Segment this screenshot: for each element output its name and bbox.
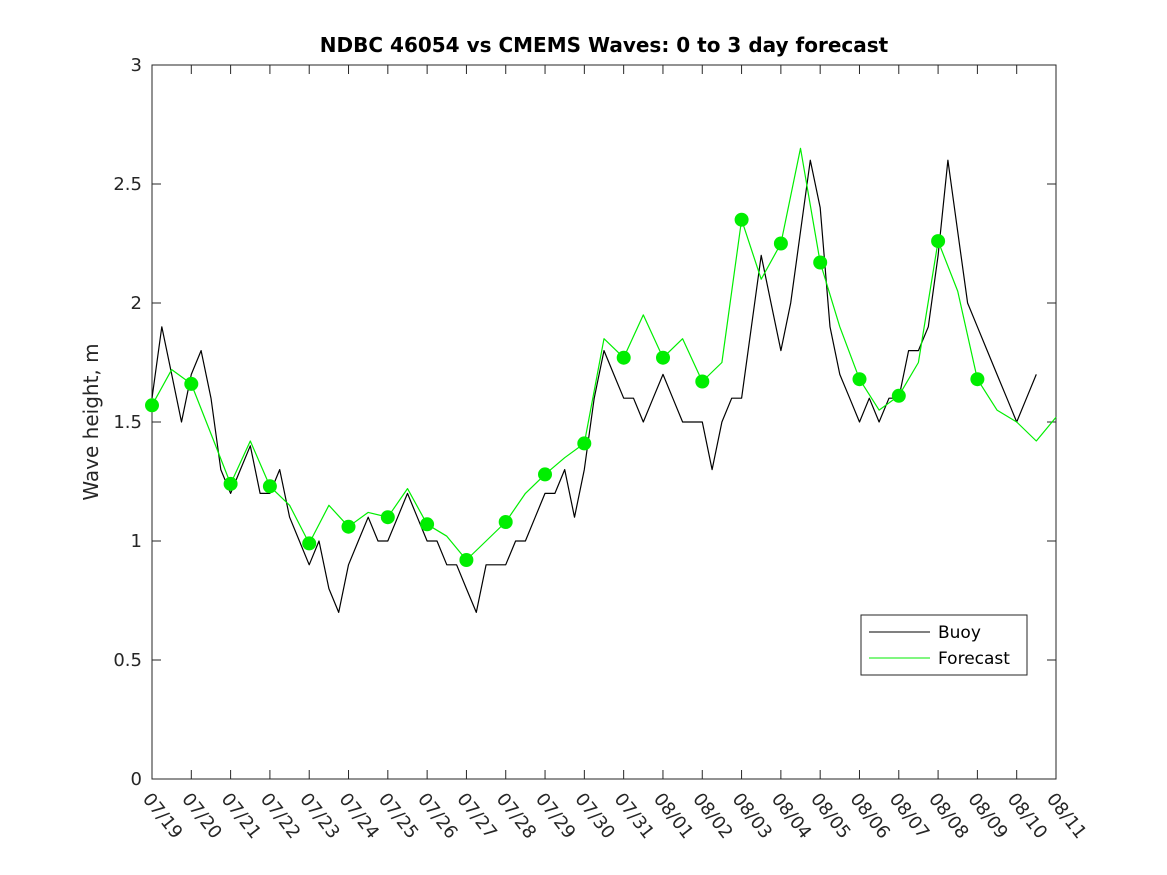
forecast-marker xyxy=(223,476,238,491)
chart-title: NDBC 46054 vs CMEMS Waves: 0 to 3 day fo… xyxy=(320,33,889,57)
forecast-marker xyxy=(184,376,199,391)
x-tick-label: 07/31 xyxy=(610,789,658,843)
y-tick-label: 0.5 xyxy=(113,650,142,671)
series-line-buoy xyxy=(151,159,1037,614)
legend-box xyxy=(860,614,1028,676)
legend-label-buoy: Buoy xyxy=(938,623,981,643)
x-tick-label: 08/03 xyxy=(728,789,776,843)
x-tick-label: 08/02 xyxy=(688,789,736,843)
series-layer xyxy=(151,147,1057,614)
forecast-marker xyxy=(852,372,867,387)
forecast-marker xyxy=(262,479,277,494)
y-tick-label: 2.5 xyxy=(113,174,142,195)
x-tick-label: 07/30 xyxy=(570,789,618,843)
forecast-marker xyxy=(656,350,670,365)
x-tick-label: 07/20 xyxy=(177,789,225,843)
forecast-marker xyxy=(970,372,985,387)
forecast-marker xyxy=(695,374,710,389)
x-tick-label: 07/29 xyxy=(531,789,579,843)
x-tick-label: 08/08 xyxy=(924,789,972,843)
forecast-marker xyxy=(734,212,749,227)
forecast-marker xyxy=(302,536,317,551)
x-tick-label: 08/07 xyxy=(885,789,933,843)
x-tick-label: 07/25 xyxy=(374,789,422,843)
x-tick-label: 07/24 xyxy=(335,789,383,843)
forecast-marker xyxy=(380,510,395,525)
legend-label-forecast: Forecast xyxy=(938,649,1010,669)
y-tick-label: 1.5 xyxy=(113,412,142,433)
x-tick-label: 07/19 xyxy=(138,789,186,843)
forecast-marker xyxy=(813,255,828,270)
x-tick-label: 08/09 xyxy=(963,789,1011,843)
series-line-forecast xyxy=(151,147,1057,561)
x-tick-label: 07/28 xyxy=(492,789,540,843)
forecast-marker xyxy=(145,398,159,413)
marker-layer xyxy=(145,212,985,567)
y-axis-label: Wave height, m xyxy=(79,343,103,500)
y-tick-label: 1 xyxy=(131,531,142,552)
y-tick-label: 3 xyxy=(131,55,142,76)
x-tick-label: 07/22 xyxy=(256,789,304,843)
x-tick-label: 08/05 xyxy=(806,789,854,843)
forecast-marker xyxy=(341,519,356,534)
forecast-marker xyxy=(931,234,946,249)
x-tick-label: 08/10 xyxy=(1003,789,1051,843)
forecast-marker xyxy=(773,236,788,251)
x-tick-label: 07/26 xyxy=(413,789,461,843)
x-tick-label: 08/01 xyxy=(649,789,697,843)
forecast-marker xyxy=(577,436,592,451)
forecast-marker xyxy=(498,515,513,529)
y-tick-label: 2 xyxy=(131,293,142,314)
x-tick-label: 08/04 xyxy=(767,789,815,843)
forecast-marker xyxy=(538,467,552,482)
x-tick-label: 07/23 xyxy=(295,789,343,843)
x-tick-label: 08/06 xyxy=(846,789,894,843)
forecast-marker xyxy=(459,553,474,567)
x-tick-label: 08/11 xyxy=(1042,789,1090,843)
legend: Buoy Forecast xyxy=(860,614,1028,676)
forecast-marker xyxy=(420,517,435,532)
y-axis: 0 0.5 1 1.5 2 2.5 3 xyxy=(113,55,1056,790)
forecast-marker xyxy=(891,388,906,403)
forecast-marker xyxy=(616,350,631,365)
y-tick-label: 0 xyxy=(131,769,142,790)
x-tick-label: 07/27 xyxy=(452,789,500,843)
x-tick-label: 07/21 xyxy=(217,789,265,843)
